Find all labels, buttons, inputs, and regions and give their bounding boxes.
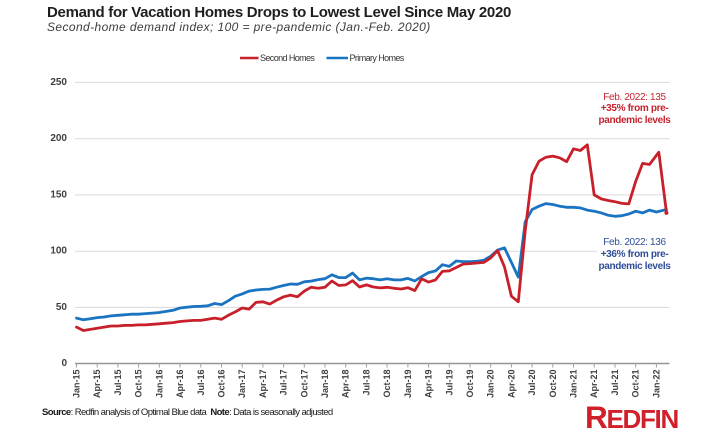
svg-text:0: 0 [61, 358, 67, 369]
svg-text:Oct-17: Oct-17 [299, 370, 309, 398]
svg-text:Jan-22: Jan-22 [651, 370, 661, 399]
svg-text:Jul-15: Jul-15 [113, 370, 123, 396]
svg-text:Jul-18: Jul-18 [361, 370, 371, 396]
svg-text:Jan-20: Jan-20 [486, 370, 496, 399]
svg-text:Jan-17: Jan-17 [237, 370, 247, 399]
svg-text:Jul-21: Jul-21 [610, 370, 620, 396]
svg-text:Apr-17: Apr-17 [258, 370, 268, 399]
svg-text:Jan-19: Jan-19 [403, 370, 413, 399]
svg-text:250: 250 [50, 77, 67, 88]
svg-text:Jan-15: Jan-15 [72, 370, 82, 399]
svg-text:50: 50 [56, 302, 68, 313]
svg-text:Jul-19: Jul-19 [444, 370, 454, 396]
svg-text:Apr-18: Apr-18 [341, 370, 351, 399]
svg-text:Jan-18: Jan-18 [320, 370, 330, 399]
svg-text:Jul-17: Jul-17 [279, 370, 289, 396]
svg-text:Primary Homes: Primary Homes [350, 53, 405, 63]
svg-text:Jul-16: Jul-16 [196, 370, 206, 396]
svg-text:Oct-18: Oct-18 [382, 370, 392, 398]
svg-text:200: 200 [50, 133, 67, 144]
svg-text:100: 100 [50, 246, 67, 257]
svg-text:Jul-20: Jul-20 [527, 370, 537, 396]
svg-text:Apr-15: Apr-15 [92, 370, 102, 399]
svg-text:Apr-20: Apr-20 [506, 370, 516, 399]
svg-text:Oct-15: Oct-15 [134, 370, 144, 398]
svg-text:Oct-20: Oct-20 [548, 370, 558, 398]
svg-text:Jan-21: Jan-21 [569, 370, 579, 399]
svg-text:Apr-19: Apr-19 [424, 370, 434, 399]
svg-text:Jan-16: Jan-16 [154, 370, 164, 399]
svg-text:Oct-16: Oct-16 [217, 370, 227, 398]
svg-text:Oct-21: Oct-21 [631, 370, 641, 398]
svg-text:Apr-16: Apr-16 [175, 370, 185, 399]
svg-text:Apr-21: Apr-21 [589, 370, 599, 399]
svg-text:150: 150 [50, 189, 67, 200]
svg-text:Second Homes: Second Homes [260, 53, 315, 63]
svg-text:Oct-19: Oct-19 [465, 370, 475, 398]
